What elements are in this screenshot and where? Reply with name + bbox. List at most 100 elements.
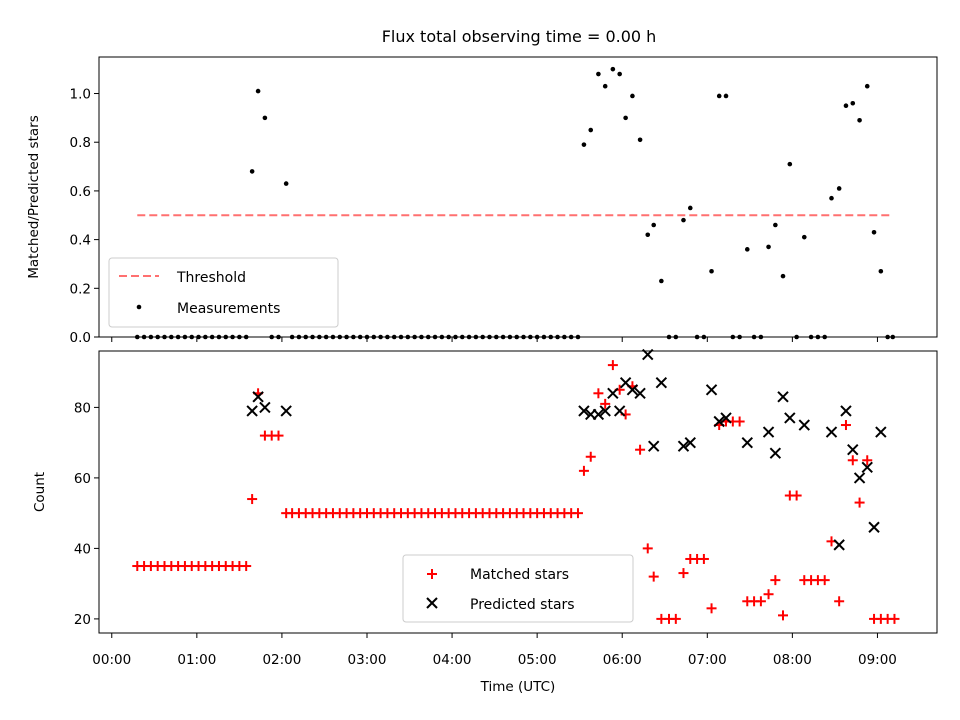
legend-measurements-swatch xyxy=(136,304,142,310)
matched-star-point xyxy=(585,451,596,462)
predicted-star-point xyxy=(246,405,258,417)
predicted-x-b xyxy=(777,391,789,403)
measurement-point xyxy=(630,93,635,99)
measurement-point xyxy=(681,217,686,223)
predicted-x-b xyxy=(741,436,753,449)
top-y-tick-label: 0.2 xyxy=(70,281,91,297)
matched-star-point xyxy=(755,596,766,607)
predicted-star-point xyxy=(647,440,660,452)
top-y-axis-label: Matched/Predicted stars xyxy=(26,115,42,278)
bottom-y-tick-label: 60 xyxy=(74,471,91,487)
top-legend-box xyxy=(108,257,339,328)
predicted-star-point xyxy=(847,443,859,456)
predicted-x-b xyxy=(847,443,859,456)
x-tick-label: 05:00 xyxy=(518,652,557,668)
measurement-point xyxy=(843,103,849,108)
measurement-point xyxy=(623,115,628,121)
measurement-point xyxy=(596,71,601,77)
measurement-point xyxy=(617,71,622,77)
top-axes-frame xyxy=(98,56,938,338)
bottom-y-axis-label: Count xyxy=(32,472,48,512)
matched-star-point xyxy=(763,589,774,600)
predicted-x-b xyxy=(762,426,775,438)
predicted-star-point xyxy=(592,408,605,421)
predicted-x-b xyxy=(784,412,796,424)
measurement-point xyxy=(283,181,289,186)
predicted-x-b xyxy=(853,472,866,484)
predicted-x-b xyxy=(769,447,782,459)
legend-measurements-label: Measurements xyxy=(177,301,280,317)
measurement-point xyxy=(801,234,807,240)
predicted-star-point xyxy=(720,412,732,424)
matched-star-point xyxy=(578,465,589,476)
predicted-x-b xyxy=(626,384,639,396)
bottom-y-tick-label: 40 xyxy=(74,541,91,557)
predicted-x-b xyxy=(840,405,852,417)
predicted-x-b xyxy=(252,391,264,403)
legend-predicted-label: Predicted stars xyxy=(470,597,575,613)
x-tick-label: 00:00 xyxy=(92,652,131,668)
bottom-axes: 20 40 60 80 00:00 01:00 02:00 03:00 04:00 05:00 06… xyxy=(74,400,897,668)
matched-star-point xyxy=(862,455,873,466)
predicted-star-point xyxy=(833,539,845,551)
x-tick-label: 02:00 xyxy=(262,652,301,668)
measurement-point xyxy=(262,115,268,121)
x-tick-label: 03:00 xyxy=(348,652,387,668)
matched-star-point xyxy=(273,430,284,441)
predicted-x-b xyxy=(607,387,619,400)
matched-star-point xyxy=(791,490,802,501)
predicted-star-point xyxy=(599,405,611,417)
measurement-point xyxy=(744,247,750,252)
measurement-point xyxy=(850,100,856,106)
predicted-star-point xyxy=(784,412,796,424)
matched-star-point xyxy=(247,494,258,505)
top-y-tick-label: 0.8 xyxy=(70,135,91,151)
top-y-tick-label: 0.6 xyxy=(70,184,91,200)
matched-star-point xyxy=(819,575,830,586)
x-tick-label: 06:00 xyxy=(603,652,642,668)
measurement-point xyxy=(836,186,842,191)
predicted-x-b xyxy=(861,461,873,474)
predicted-star-point xyxy=(762,426,775,438)
measurement-point xyxy=(716,93,722,99)
predicted-x-b xyxy=(619,377,632,389)
measurement-point xyxy=(864,83,870,89)
legend-matched-label: Matched stars xyxy=(470,567,569,583)
predicted-x-b xyxy=(868,521,880,533)
matched-star-point xyxy=(770,575,781,586)
predicted-x-b xyxy=(798,419,810,431)
predicted-star-point xyxy=(825,426,838,438)
predicted-star-point xyxy=(578,405,590,417)
matched-star-point xyxy=(241,561,252,572)
predicted-star-point xyxy=(875,426,887,438)
predicted-x-b xyxy=(259,401,271,414)
measurement-point xyxy=(829,195,834,201)
predicted-star-point xyxy=(259,401,271,414)
matched-star-point xyxy=(734,416,745,427)
x-tick-label: 07:00 xyxy=(688,652,727,668)
legend-threshold-label: Threshold xyxy=(176,270,246,286)
matched-star-point xyxy=(678,568,689,579)
predicted-star-point xyxy=(613,405,626,417)
predicted-x-b xyxy=(677,440,690,452)
matched-star-point xyxy=(698,553,709,564)
matched-star-point xyxy=(600,398,611,409)
measurement-point xyxy=(723,93,729,99)
bottom-y-tick-label: 80 xyxy=(74,400,91,416)
predicted-star-point xyxy=(684,436,696,449)
matched-star-point xyxy=(778,610,789,621)
predicted-x-b xyxy=(246,405,258,417)
predicted-x-b xyxy=(280,405,292,417)
top-y-tick-label: 1.0 xyxy=(70,87,91,103)
predicted-x-b xyxy=(684,436,696,449)
predicted-star-point xyxy=(713,415,725,428)
top-y-tick-label: 0.0 xyxy=(70,330,91,346)
predicted-star-point xyxy=(868,521,880,533)
predicted-x-b xyxy=(655,377,668,389)
predicted-star-point xyxy=(741,436,753,449)
predicted-star-point xyxy=(861,461,873,474)
predicted-star-point xyxy=(798,419,810,431)
predicted-x-b xyxy=(720,412,732,424)
predicted-x-b xyxy=(647,440,660,452)
bottom-axes-frame xyxy=(98,350,938,634)
